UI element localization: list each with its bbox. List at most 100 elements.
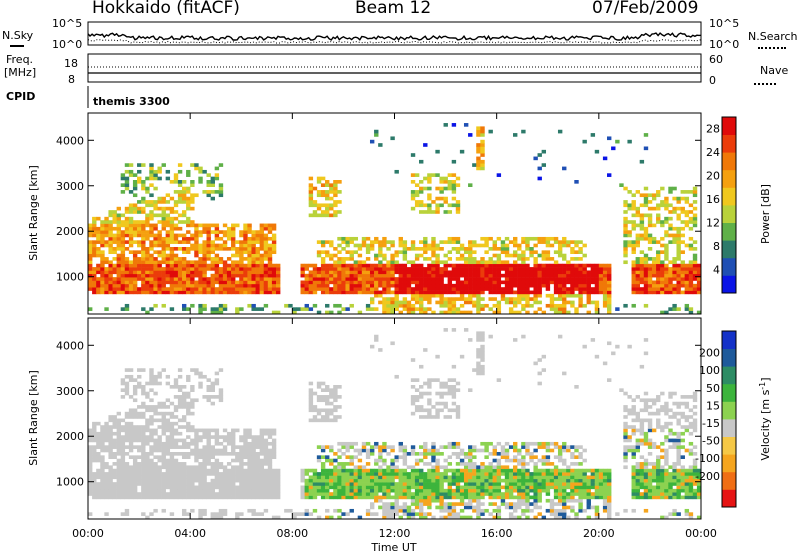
echo-cell (153, 176, 158, 181)
echo-cell (231, 277, 236, 281)
echo-cell (484, 472, 489, 476)
echo-cell (153, 263, 158, 268)
echo-cell (517, 280, 522, 285)
echo-cell (181, 482, 187, 486)
echo-cell (214, 236, 220, 241)
echo-cell (668, 283, 673, 288)
echo-cell (116, 280, 121, 285)
echo-cell (124, 206, 130, 211)
echo-cell (431, 468, 436, 473)
echo-cell (149, 290, 154, 295)
echo-cell (153, 236, 158, 241)
echo-cell (484, 270, 489, 275)
echo-cell (345, 475, 350, 480)
echo-cell (398, 492, 403, 496)
echo-cell (533, 505, 538, 510)
echo-cell (247, 465, 252, 470)
echo-cell (545, 293, 551, 298)
echo-cell (529, 488, 534, 493)
echo-cell (549, 267, 555, 271)
echo-cell (668, 190, 673, 194)
echo-cell (214, 230, 220, 234)
echo-cell (198, 462, 203, 466)
echo-cell (435, 270, 440, 275)
echo-cell (410, 498, 416, 503)
echo-cell (492, 492, 497, 496)
echo-cell (173, 472, 179, 476)
echo-cell (427, 290, 432, 295)
echo-cell (684, 196, 690, 201)
echo-cell (517, 452, 522, 456)
n-sky-label: N.Sky (2, 29, 34, 42)
echo-cell (124, 260, 130, 265)
echo-cell (88, 263, 93, 268)
echo-cell (402, 482, 408, 486)
echo-cell (374, 253, 379, 258)
n-search-label: N.Search (748, 30, 798, 43)
echo-cell (492, 478, 497, 483)
echo-cell (177, 468, 183, 473)
echo-cell (255, 280, 260, 285)
echo-cell (132, 478, 138, 483)
echo-cell (484, 267, 489, 271)
echo-cell (394, 495, 399, 500)
echo-cell (161, 280, 166, 285)
echo-cell (165, 206, 171, 211)
echo-cell (186, 230, 191, 234)
echo-cell (177, 247, 183, 251)
echo-cell (431, 260, 436, 265)
echo-cell (406, 273, 412, 278)
echo-cell (353, 472, 359, 476)
echo-cell (259, 445, 265, 449)
echo-cell (431, 273, 436, 278)
echo-cell (137, 230, 142, 234)
echo-cell (349, 257, 354, 261)
echo-cell (325, 472, 330, 476)
echo-cell (386, 303, 391, 308)
echo-cell (349, 283, 354, 288)
echo-cell (92, 283, 97, 288)
echo-cell (100, 425, 105, 429)
echo-cell (508, 505, 514, 510)
echo-cell (124, 247, 130, 251)
echo-cell (320, 176, 326, 181)
echo-cell (419, 180, 424, 184)
echo-cell (492, 468, 497, 473)
echo-cell (333, 475, 338, 480)
echo-cell (566, 270, 571, 275)
echo-cell (639, 270, 645, 275)
echo-cell (104, 425, 109, 429)
echo-cell (214, 512, 220, 516)
echo-cell (562, 283, 567, 288)
echo-cell (468, 247, 473, 251)
echo-cell (202, 277, 207, 281)
echo-cell (455, 273, 461, 278)
echo-cell (145, 200, 150, 204)
echo-cell (451, 159, 457, 164)
echo-cell (439, 381, 444, 386)
echo-cell (451, 180, 457, 184)
echo-cell (357, 280, 363, 285)
echo-cell (472, 472, 477, 476)
echo-cell (374, 478, 379, 483)
echo-cell (202, 240, 207, 244)
echo-cell (165, 448, 171, 453)
echo-cell (194, 273, 199, 278)
echo-cell (480, 143, 485, 147)
echo-cell (206, 233, 211, 238)
echo-cell (181, 445, 187, 449)
echo-cell (153, 455, 158, 459)
echo-cell (386, 485, 391, 490)
echo-cell (300, 287, 305, 291)
echo-cell (316, 253, 322, 258)
echo-cell (488, 129, 493, 134)
echo-cell (688, 263, 694, 268)
echo-cell (206, 492, 211, 496)
echo-cell (639, 267, 645, 271)
echo-cell (198, 438, 203, 443)
echo-cell (333, 193, 338, 198)
echo-cell (390, 495, 395, 500)
echo-cell (390, 243, 395, 248)
echo-cell (112, 247, 117, 251)
echo-cell (157, 418, 162, 423)
